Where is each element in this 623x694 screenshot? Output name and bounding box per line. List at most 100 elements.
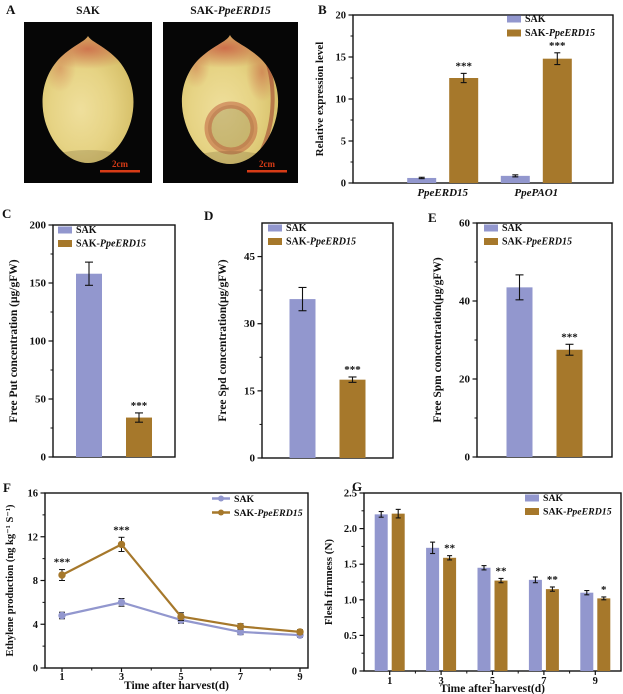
- panel-label-c: C: [2, 206, 12, 221]
- panel-label-d: D: [204, 208, 214, 223]
- chart-G: 0 0.5 1.0 1.5 2.0 2.5 Flesh firmness (N) Time a…: [323, 489, 622, 694]
- y-tick-label: 0.5: [344, 631, 357, 642]
- significance-label: ***: [54, 557, 71, 569]
- y-tick-label: 0: [250, 453, 256, 465]
- legend-swatch: [58, 240, 72, 247]
- significance-label: ***: [455, 60, 472, 72]
- chart-D: 0 15 30 45 Free Spd concentration(μg/gFW) ***…: [217, 222, 394, 465]
- legend-swatch: [525, 508, 539, 515]
- legend-item-SAK: SAK: [212, 494, 255, 505]
- y-tick-label: 0: [465, 452, 471, 464]
- legend-swatch: [484, 224, 498, 232]
- y-tick-label: 0: [41, 452, 47, 464]
- photo-title-sak-ppeerd15: SAK-PpeERD15: [190, 5, 271, 17]
- panel-label-g: G: [352, 479, 363, 494]
- y-tick-label: 12: [28, 532, 39, 543]
- marker-SAK: [117, 598, 126, 607]
- y-tick-label: 15: [244, 385, 256, 397]
- legend-item-SAK-PpeERD15: SAK-PpeERD15: [525, 507, 612, 518]
- x-category-label: 9: [593, 676, 598, 687]
- y-axis-label: Free Put concentration (μg/gFW): [8, 259, 20, 422]
- panel-label-a: A: [6, 2, 16, 17]
- y-axis-label: Relative expression level: [314, 42, 326, 157]
- y-axis-label: Ethylene production (ng kg⁻¹ S⁻¹): [5, 504, 16, 656]
- significance-label: ***: [344, 364, 361, 376]
- legend-item-SAK: SAK: [268, 223, 307, 234]
- legend-marker: [218, 509, 224, 516]
- y-tick-label: 60: [459, 218, 471, 230]
- legend-label: SAK-PpeERD15: [76, 239, 146, 250]
- x-category-label: 1: [387, 676, 392, 687]
- legend-label: SAK: [286, 223, 307, 234]
- legend-item-SAK-PpeERD15: SAK-PpeERD15: [58, 239, 146, 250]
- bar-SAK: [580, 592, 594, 671]
- legend-label: SAK-PpeERD15: [525, 28, 595, 39]
- legend-item-SAK-PpeERD15: SAK-PpeERD15: [268, 237, 356, 248]
- bar-SAK-PpeERD15: [597, 598, 611, 671]
- y-tick-label: 45: [244, 251, 256, 263]
- x-tick-label: 5: [178, 672, 183, 683]
- y-tick-label: 100: [30, 336, 47, 348]
- scale-bar: [100, 170, 140, 173]
- marker-SAK-PpeERD15: [177, 612, 185, 621]
- x-category-label: PpePAO1: [514, 187, 558, 199]
- y-tick-label: 2.0: [344, 524, 357, 535]
- legend-swatch: [58, 226, 72, 234]
- y-tick-label: 1.0: [344, 595, 357, 606]
- legend-label: SAK-PpeERD15: [234, 508, 303, 519]
- x-axis-label: Time after harvest(d): [124, 680, 229, 692]
- significance-label: ***: [561, 331, 578, 343]
- scale-label: 2cm: [112, 159, 128, 169]
- legend-label: SAK: [525, 14, 546, 25]
- bar-SAK-PpeERD15: [545, 589, 559, 671]
- chart-E: 0 20 40 60 Free Spm concentration(μg/gFW) ***…: [432, 218, 613, 464]
- marker-SAK-PpeERD15: [296, 628, 304, 636]
- legend-label: SAK-PpeERD15: [543, 507, 612, 518]
- y-tick-label: 0: [352, 667, 357, 678]
- significance-label: ***: [113, 524, 130, 536]
- legend-label: SAK-PpeERD15: [502, 237, 572, 248]
- y-tick-label: 0: [33, 664, 38, 675]
- significance-label: *: [601, 584, 607, 596]
- bar-SAK-PpeERD15: [556, 349, 583, 457]
- x-category-label: 3: [438, 676, 443, 687]
- legend-swatch: [268, 238, 282, 245]
- y-axis-label: Flesh firmness (N): [323, 539, 335, 625]
- chart-C: 0 50 100 150 200 Free Put concentration (μg/g…: [8, 220, 176, 464]
- x-tick-label: 9: [297, 672, 302, 683]
- chart-B: 0 5 10 15 20 Relative expression level PpeERD1…: [314, 11, 614, 199]
- bar-SAK: [528, 579, 542, 671]
- peach-ring-mark: [204, 101, 258, 155]
- bar-SAK-PpeERD15: [542, 58, 572, 183]
- y-tick-label: 150: [30, 278, 47, 290]
- chart-F: 0 4 8 12 16 Ethylene production (ng kg⁻¹ S⁻¹)…: [5, 489, 309, 692]
- bar-SAK: [374, 514, 388, 671]
- legend-label: SAK: [76, 225, 97, 236]
- legend-item-SAK-PpeERD15: SAK-PpeERD15: [484, 237, 572, 248]
- bar-SAK: [500, 175, 530, 183]
- bar-SAK: [76, 273, 102, 457]
- bar-SAK: [407, 177, 437, 183]
- plot-frame: [261, 222, 394, 459]
- plot-frame: [52, 224, 176, 458]
- y-tick-label: 5: [341, 137, 346, 148]
- plot-frame: [352, 14, 614, 184]
- legend-label: SAK: [234, 494, 255, 505]
- y-axis-label: Free Spd concentration(μg/gFW): [217, 259, 229, 421]
- bar-SAK-PpeERD15: [339, 379, 366, 458]
- legend-item-SAK: SAK: [525, 493, 564, 504]
- legend-item-SAK: SAK: [507, 14, 546, 25]
- bar-SAK: [289, 299, 316, 458]
- peach-photo-sak-ppeerd15: 2cm: [163, 22, 298, 183]
- y-tick-label: 20: [336, 11, 347, 22]
- significance-label: ***: [131, 400, 148, 412]
- y-tick-label: 2.5: [344, 489, 357, 500]
- legend-swatch: [507, 15, 521, 23]
- y-tick-label: 15: [336, 53, 347, 64]
- y-tick-label: 16: [28, 489, 39, 500]
- legend-swatch: [268, 224, 282, 232]
- legend-label: SAK: [543, 493, 564, 504]
- peach-photo-sak: 2cm: [24, 22, 152, 183]
- marker-SAK-PpeERD15: [117, 540, 126, 549]
- bar-SAK-PpeERD15: [443, 557, 457, 671]
